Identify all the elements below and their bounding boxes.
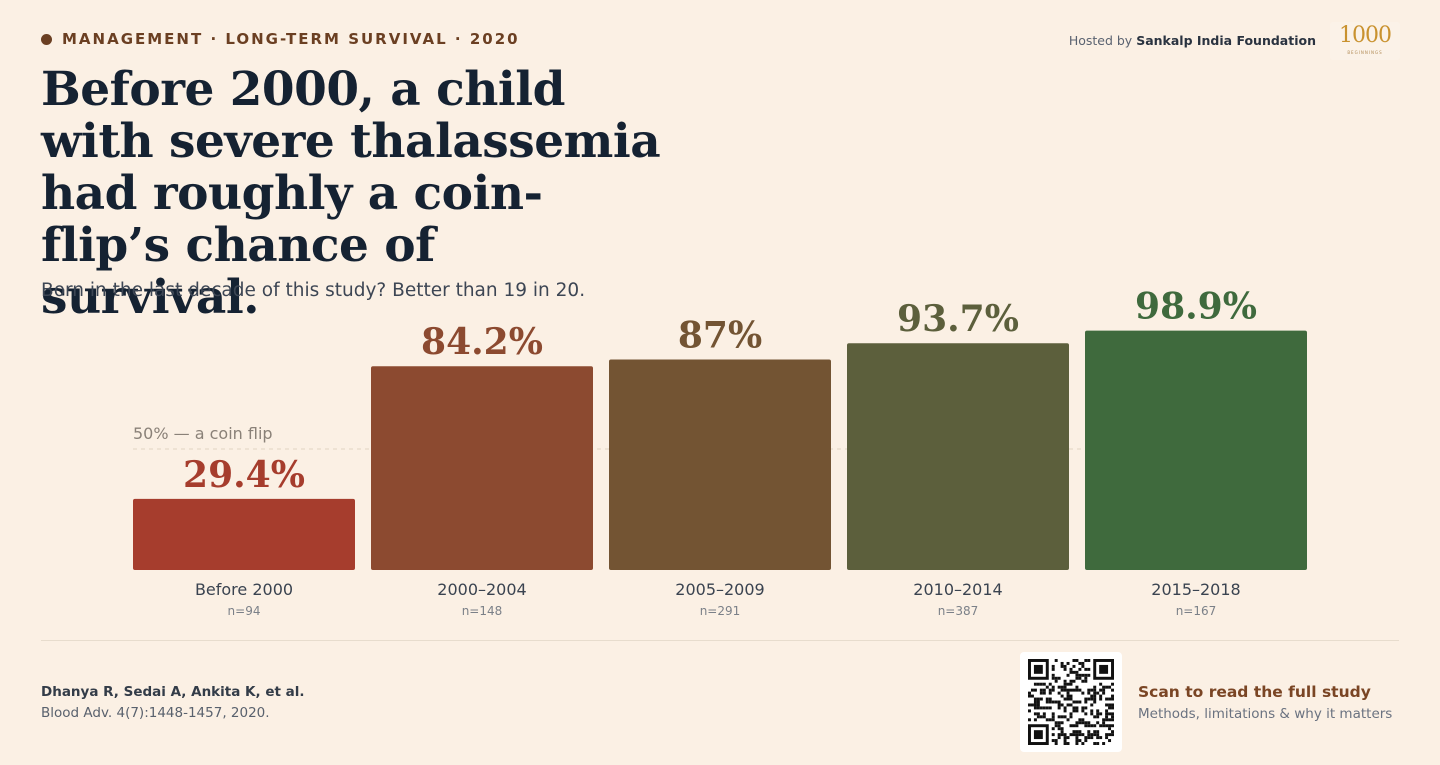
scan-callout: Scan to read the full study Methods, lim… (1138, 683, 1392, 722)
sample-size-label: n=94 (228, 604, 261, 618)
host-prefix: Hosted by (1068, 33, 1133, 48)
sample-size-label: n=291 (700, 604, 741, 618)
citation-journal: Blood Adv. 4(7):1448-1457, 2020. (41, 705, 270, 721)
survival-bar-chart: 50% — a coin flip 29.4% Before 2000 n=94 84.… (133, 286, 1307, 618)
bar-4 (847, 343, 1069, 570)
bar-2 (371, 366, 593, 570)
qr-code-icon (1028, 659, 1114, 745)
bar-value-label: 84.2% (421, 321, 543, 363)
host-name: Sankalp India Foundation (1136, 33, 1316, 48)
reference-line-label: 50% — a coin flip (133, 424, 273, 443)
eyebrow-text: MANAGEMENT · LONG-TERM SURVIVAL · 2020 (62, 30, 520, 48)
bar-5 (1085, 330, 1307, 570)
bullet-dot (41, 33, 52, 45)
subheadline: Born in the last decade of this study? B… (41, 280, 586, 301)
sample-size-label: n=167 (1176, 604, 1217, 618)
scan-title: Scan to read the full study (1138, 683, 1371, 701)
sample-size-label: n=148 (462, 604, 503, 618)
x-tick-label: 2000–2004 (437, 580, 526, 599)
footer-divider (41, 640, 1399, 641)
x-tick-label: 2010–2014 (913, 580, 1002, 599)
bar-value-label: 29.4% (183, 454, 305, 496)
x-tick-label: 2015–2018 (1151, 580, 1240, 599)
category-header: MANAGEMENT · LONG-TERM SURVIVAL · 2020 (41, 30, 520, 48)
logo-number: 1000 (1339, 23, 1392, 48)
citation-authors: Dhanya R, Sedai A, Ankita K, et al. (41, 684, 305, 700)
x-tick-label: 2005–2009 (675, 580, 764, 599)
foundation-logo: 1000 BEGINNINGS (1330, 22, 1400, 60)
bar-value-label: 93.7% (897, 298, 1019, 340)
x-tick-label: Before 2000 (195, 580, 293, 599)
logo-subtext: BEGINNINGS (1347, 50, 1383, 55)
bar-value-label: 98.9% (1135, 286, 1257, 328)
bar-value-label: 87% (678, 314, 762, 356)
citation: Dhanya R, Sedai A, Ankita K, et al. Bloo… (41, 684, 305, 721)
scan-subtitle: Methods, limitations & why it matters (1138, 706, 1393, 722)
host-credit: Hosted by Sankalp India Foundation (1069, 33, 1316, 48)
bar-3 (609, 359, 831, 570)
sample-size-label: n=387 (938, 604, 979, 618)
headline: Before 2000, a child with severe thalass… (41, 62, 661, 325)
bar-1 (133, 498, 355, 570)
qr-code[interactable] (1020, 652, 1122, 752)
